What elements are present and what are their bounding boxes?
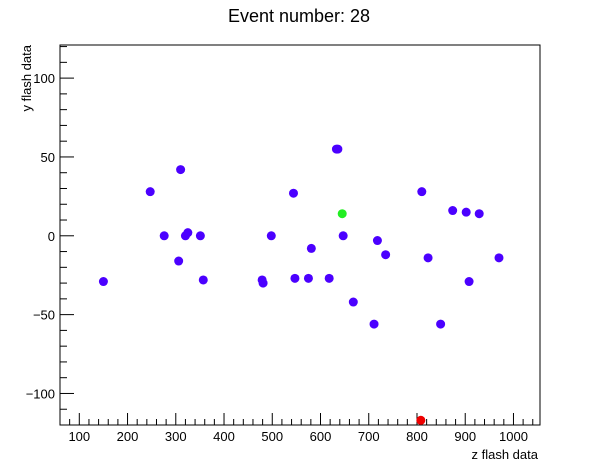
y-tick-label: −50 (33, 308, 55, 323)
x-tick-label: 800 (406, 429, 428, 444)
data-point (306, 243, 316, 253)
data-point (303, 273, 313, 283)
y-tick-label: 0 (48, 229, 55, 244)
data-point (183, 228, 193, 238)
data-point (474, 209, 484, 219)
x-tick-label: 1000 (499, 429, 528, 444)
data-point (337, 209, 347, 219)
data-point (372, 236, 382, 246)
data-point (461, 207, 471, 217)
data-point (266, 231, 276, 241)
x-axis-title: z flash data (472, 447, 539, 462)
data-point (324, 273, 334, 283)
data-point (333, 144, 343, 154)
y-axis: −100 −50 0 50 100 (26, 46, 74, 426)
y-tick-label: 50 (41, 150, 55, 165)
data-point (288, 188, 298, 198)
data-point (448, 206, 458, 216)
x-tick-label: 400 (213, 429, 235, 444)
data-point (198, 275, 208, 285)
data-point (381, 250, 391, 260)
chart-title: Event number: 28 (228, 6, 370, 26)
data-point (416, 415, 426, 425)
data-point (417, 187, 427, 197)
y-axis-title: y flash data (19, 44, 34, 111)
data-points (98, 144, 504, 425)
data-point (258, 278, 268, 288)
data-point (464, 277, 474, 287)
x-tick-label: 600 (310, 429, 332, 444)
data-point (98, 277, 108, 287)
plot-frame (59, 44, 541, 426)
data-point (176, 165, 186, 175)
data-point (145, 187, 155, 197)
data-point (436, 319, 446, 329)
y-tick-label: −100 (26, 386, 55, 401)
x-tick-label: 900 (454, 429, 476, 444)
data-point (195, 231, 205, 241)
data-point (423, 253, 433, 263)
y-tick-label: 100 (33, 71, 55, 86)
x-tick-label: 500 (261, 429, 283, 444)
x-tick-label: 300 (165, 429, 187, 444)
data-point (494, 253, 504, 263)
data-point (348, 297, 358, 307)
data-point (290, 273, 300, 283)
data-point (174, 256, 184, 266)
data-point (159, 231, 169, 241)
x-tick-label: 700 (358, 429, 380, 444)
data-point (369, 319, 379, 329)
x-tick-label: 200 (117, 429, 139, 444)
x-tick-label: 100 (68, 429, 90, 444)
data-point (338, 231, 348, 241)
